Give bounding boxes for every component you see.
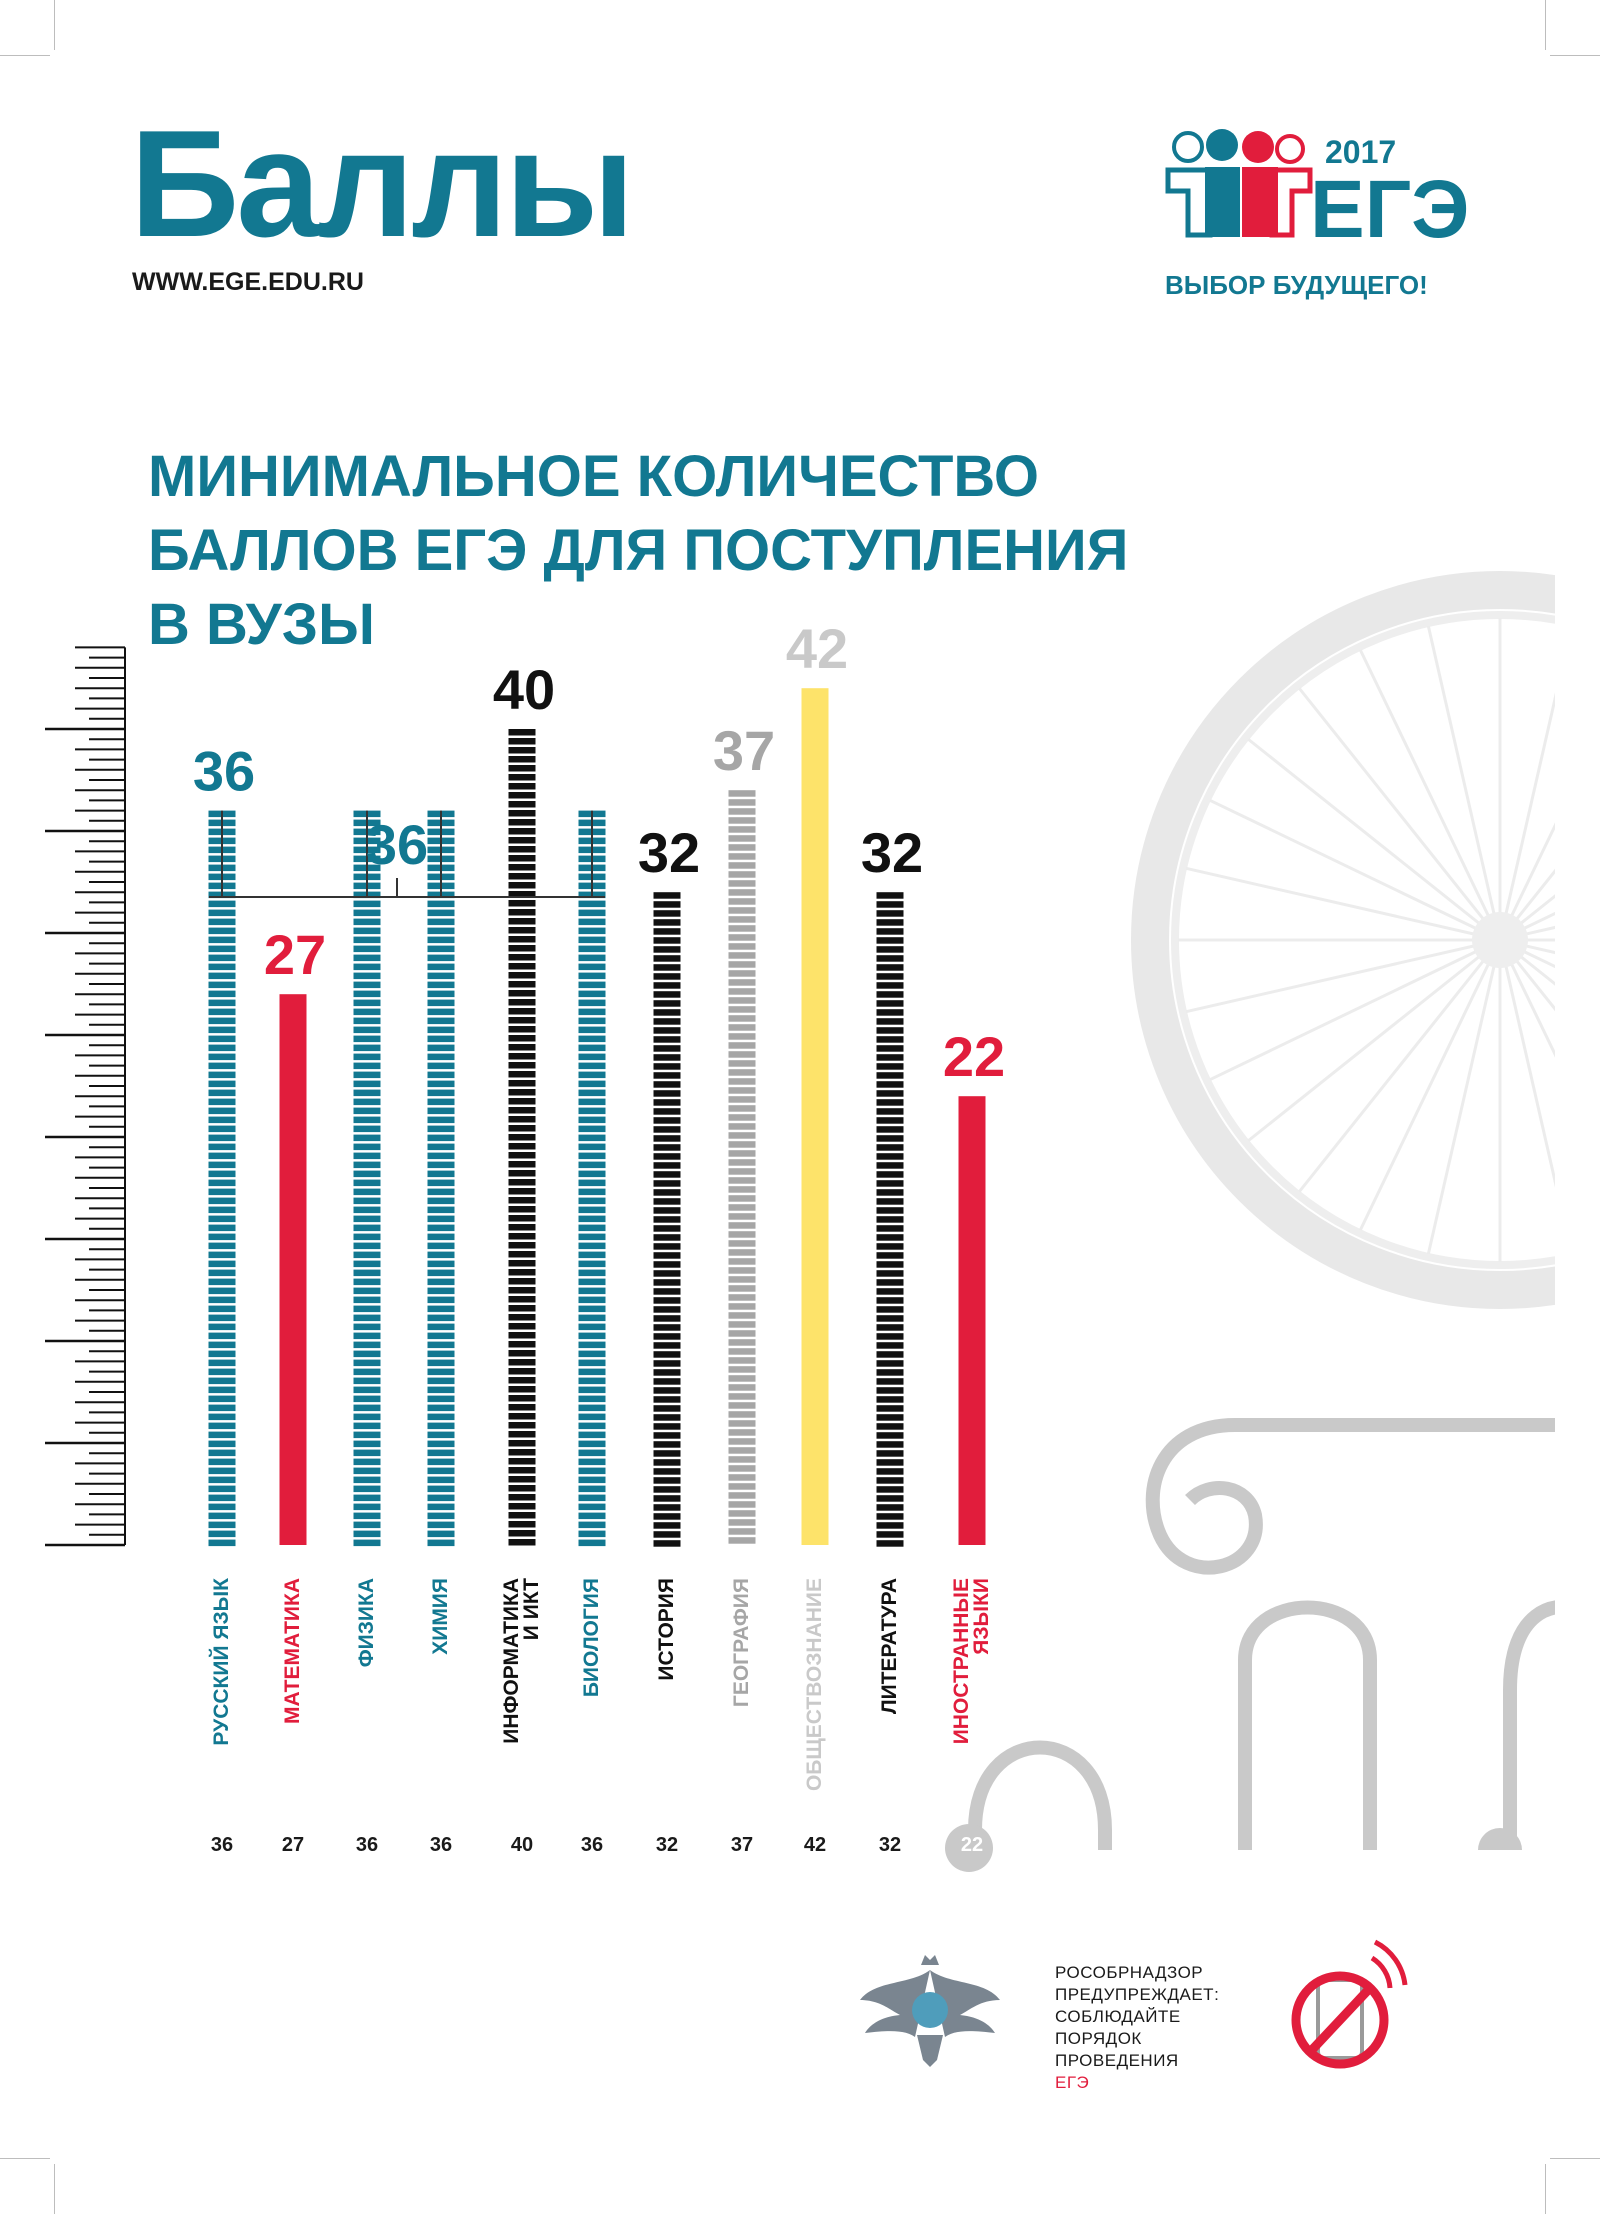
bar-4 bbox=[427, 810, 455, 1547]
crop-mark bbox=[1550, 55, 1600, 56]
chart-headline: МИНИМАЛЬНОЕ КОЛИЧЕСТВО БАЛЛОВ ЕГЭ ДЛЯ ПО… bbox=[148, 440, 1348, 662]
bar-value-label: 40 bbox=[493, 658, 555, 721]
bar-8 bbox=[728, 790, 756, 1544]
crop-mark bbox=[54, 2164, 55, 2214]
bar-11 bbox=[958, 1096, 986, 1545]
crop-mark bbox=[54, 0, 55, 50]
highlight-circle bbox=[945, 1824, 993, 1872]
warning-line: ПОРЯДОК bbox=[1055, 2029, 1142, 2048]
bar-value-label: 36 bbox=[193, 740, 255, 803]
footer-value: 22 bbox=[960, 1834, 984, 1856]
footer-value: 32 bbox=[878, 1834, 902, 1856]
footer-value: 36 bbox=[210, 1834, 234, 1856]
rosobrnadzor-emblem-icon bbox=[860, 1955, 1000, 2067]
bar-value-label: 22 bbox=[943, 1025, 1005, 1088]
column-base-icon bbox=[1478, 1828, 1522, 1850]
bar-5 bbox=[508, 729, 536, 1546]
crop-mark bbox=[1545, 0, 1546, 50]
slogan: ВЫБОР БУДУЩЕГО! bbox=[1165, 270, 1428, 300]
logo-year: 2017 bbox=[1325, 134, 1396, 170]
bar-10 bbox=[876, 892, 904, 1547]
crop-mark bbox=[1550, 2158, 1600, 2159]
people-icon bbox=[1165, 129, 1313, 238]
bar-value-label: 42 bbox=[786, 617, 848, 680]
group-value-label: 36 bbox=[366, 813, 428, 876]
footer-value: 27 bbox=[281, 1834, 305, 1856]
bar-6 bbox=[578, 810, 606, 1547]
bicycle-wheel-icon bbox=[1131, 571, 1555, 1309]
bar-3 bbox=[353, 810, 381, 1547]
bar-value-label: 37 bbox=[713, 719, 775, 782]
footer-value: 36 bbox=[355, 1834, 379, 1856]
column-capital-icon bbox=[968, 1418, 1555, 1850]
footer-value: 32 bbox=[655, 1834, 679, 1856]
headline-line: В ВУЗЫ bbox=[148, 592, 375, 657]
footer-value: 36 bbox=[580, 1834, 604, 1856]
warning-line: ПРОВЕДЕНИЯ bbox=[1055, 2051, 1179, 2070]
bar-value-label: 32 bbox=[638, 821, 700, 884]
warning-line: СОБЛЮДАЙТЕ bbox=[1055, 2007, 1181, 2026]
bar-9 bbox=[801, 688, 829, 1545]
crop-mark bbox=[0, 2158, 50, 2159]
headline-line: БАЛЛОВ ЕГЭ ДЛЯ ПОСТУПЛЕНИЯ bbox=[148, 518, 1129, 583]
footer-value: 40 bbox=[510, 1834, 534, 1856]
headline-line: МИНИМАЛЬНОЕ КОЛИЧЕСТВО bbox=[148, 444, 1039, 509]
bar-2 bbox=[279, 994, 307, 1545]
website-link[interactable]: WWW.EGE.EDU.RU bbox=[132, 268, 364, 296]
bar-7 bbox=[653, 892, 681, 1547]
warning-line: ПРЕДУПРЕЖДАЕТ: bbox=[1055, 1985, 1220, 2004]
no-phone-icon bbox=[1291, 1939, 1408, 2069]
logo-text: ЕГЭ bbox=[1310, 164, 1470, 255]
page-title: Баллы bbox=[130, 99, 635, 269]
warning-text: РОСОБРНАДЗОР ПРЕДУПРЕЖДАЕТ: СОБЛЮДАЙТЕ П… bbox=[1055, 1962, 1219, 2094]
bar-1 bbox=[208, 810, 236, 1547]
warning-line-highlight: ЕГЭ bbox=[1055, 2073, 1090, 2092]
footer-value: 36 bbox=[429, 1834, 453, 1856]
bar-value-label: 32 bbox=[861, 821, 923, 884]
crop-mark bbox=[1545, 2164, 1546, 2214]
footer-value: 42 bbox=[803, 1834, 827, 1856]
footer-value: 37 bbox=[730, 1834, 754, 1856]
crop-mark bbox=[0, 55, 50, 56]
bar-value-label: 27 bbox=[264, 923, 326, 986]
warning-line: РОСОБРНАДЗОР bbox=[1055, 1963, 1204, 1982]
ege-logo: 2017 ЕГЭ bbox=[1165, 129, 1470, 255]
